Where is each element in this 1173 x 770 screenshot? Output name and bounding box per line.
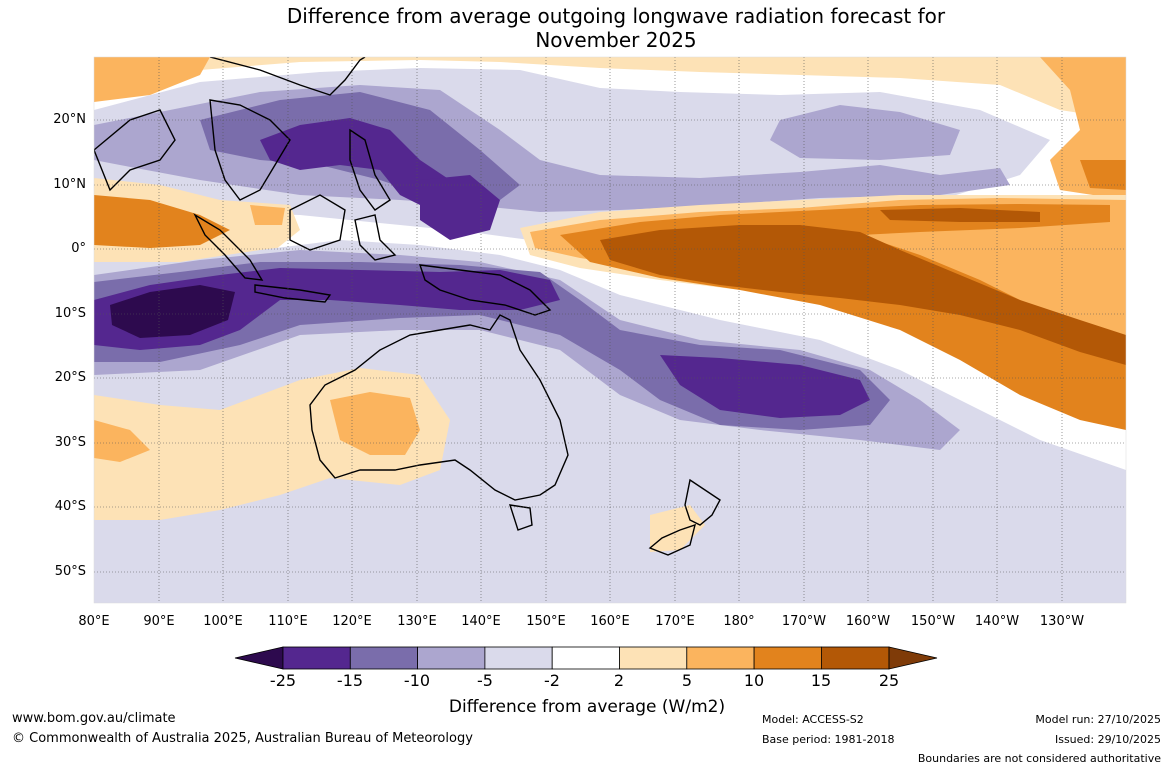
coastline-australia bbox=[309, 314, 569, 501]
disclaimer-text: Boundaries are not considered authoritat… bbox=[917, 752, 1161, 765]
model-text: Model: ACCESS-S2 bbox=[762, 713, 864, 726]
map-frame bbox=[93, 56, 1127, 604]
colorbar-tick: 10 bbox=[743, 671, 765, 690]
lat-label: 30°S bbox=[54, 435, 86, 450]
lon-label: 130°W bbox=[1039, 614, 1085, 629]
colorbar-tick: -15 bbox=[336, 671, 364, 690]
lon-label: 140°E bbox=[461, 614, 501, 629]
anomaly-region bbox=[110, 285, 235, 338]
map-title: Difference from average outgoing longwav… bbox=[0, 4, 1173, 52]
colorbar-tick: -25 bbox=[269, 671, 297, 690]
colorbar-segment bbox=[821, 646, 890, 670]
coastline-java bbox=[254, 284, 332, 303]
colorbar-segment bbox=[551, 646, 620, 670]
colorbar-label: Difference from average (W/m2) bbox=[448, 697, 726, 717]
coastline-new-zealand bbox=[648, 478, 721, 556]
lon-label: 110°E bbox=[268, 614, 308, 629]
anomaly-region bbox=[770, 105, 960, 160]
colorbar bbox=[234, 646, 938, 670]
base-period-text: Base period: 1981-2018 bbox=[762, 733, 895, 746]
anomaly-region bbox=[94, 420, 150, 462]
colorbar-tick: -10 bbox=[403, 671, 431, 690]
colorbar-segment bbox=[417, 646, 486, 670]
coastline-sumatra bbox=[193, 213, 264, 281]
coastlines bbox=[94, 57, 721, 556]
colorbar-segment bbox=[349, 646, 418, 670]
lon-label: 160°E bbox=[590, 614, 630, 629]
anomaly-region bbox=[1080, 160, 1126, 190]
colorbar-tick: 25 bbox=[878, 671, 900, 690]
lon-label: 150°E bbox=[526, 614, 566, 629]
lat-label: 0° bbox=[71, 241, 86, 256]
lat-label: 10°N bbox=[53, 177, 86, 192]
anomaly-region bbox=[650, 505, 705, 552]
colorbar-tick: 15 bbox=[810, 671, 832, 690]
lon-label: 140°W bbox=[974, 614, 1020, 629]
graticule bbox=[94, 57, 1126, 603]
title-line-2: November 2025 bbox=[535, 28, 697, 52]
coastline-china bbox=[209, 57, 366, 96]
lon-label: 100°E bbox=[203, 614, 243, 629]
lon-label: 160°W bbox=[845, 614, 891, 629]
colorbar-segment bbox=[234, 646, 284, 670]
colorbar-segment bbox=[282, 646, 351, 670]
lon-label: 180° bbox=[723, 614, 755, 629]
colorbar-segment bbox=[753, 646, 822, 670]
lat-label: 20°N bbox=[53, 112, 86, 127]
lon-label: 150°W bbox=[910, 614, 956, 629]
coastline-philippines bbox=[349, 128, 391, 211]
lon-label: 170°E bbox=[655, 614, 695, 629]
anomaly-region bbox=[94, 57, 210, 102]
model-run-text: Model run: 27/10/2025 bbox=[1035, 713, 1161, 726]
coastline-sulawesi bbox=[354, 214, 397, 261]
anomaly-region bbox=[94, 535, 700, 603]
colorbar-segment bbox=[484, 646, 553, 670]
issued-text: Issued: 29/10/2025 bbox=[1054, 733, 1161, 746]
anomaly-region bbox=[250, 205, 285, 225]
lon-label: 80°E bbox=[78, 614, 110, 629]
coastline-india bbox=[94, 109, 176, 192]
lat-label: 10°S bbox=[54, 306, 86, 321]
colorbar-segment bbox=[619, 646, 688, 670]
coastline-indochina bbox=[209, 99, 291, 201]
lat-label: 40°S bbox=[54, 499, 86, 514]
anomaly-region bbox=[260, 118, 460, 210]
anomaly-region bbox=[330, 392, 420, 455]
website-link[interactable]: www.bom.gov.au/climate bbox=[12, 711, 176, 726]
lon-label: 120°E bbox=[332, 614, 372, 629]
lon-label: 90°E bbox=[143, 614, 175, 629]
anomaly-region bbox=[94, 195, 230, 248]
colorbar-tick: -2 bbox=[544, 671, 560, 690]
lat-label: 50°S bbox=[54, 564, 86, 579]
colorbar-tick: -5 bbox=[477, 671, 493, 690]
anomaly-region bbox=[420, 175, 500, 240]
anomaly-region bbox=[880, 208, 1040, 222]
anomaly-region bbox=[660, 355, 870, 418]
lon-label: 130°E bbox=[397, 614, 437, 629]
colorbar-segment bbox=[686, 646, 755, 670]
colorbar-tick: 5 bbox=[681, 671, 693, 690]
copyright-text: © Commonwealth of Australia 2025, Austra… bbox=[12, 731, 473, 746]
lat-label: 20°S bbox=[54, 370, 86, 385]
colorbar-tick: 2 bbox=[613, 671, 625, 690]
coastline-borneo bbox=[289, 194, 346, 251]
coastline-new-guinea bbox=[418, 264, 552, 316]
anomaly-region bbox=[600, 225, 1126, 365]
title-line-1: Difference from average outgoing longwav… bbox=[286, 4, 946, 28]
lon-label: 170°W bbox=[781, 614, 827, 629]
colorbar-segment bbox=[888, 646, 938, 670]
